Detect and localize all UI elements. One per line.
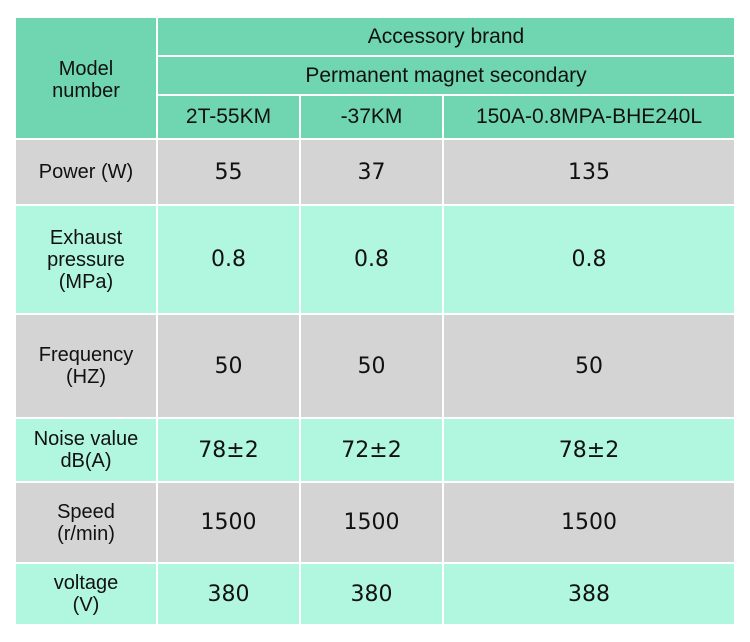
value-text: 0.8 (211, 247, 246, 272)
row-label: Exhaust pressure (MPa) (15, 205, 157, 314)
row-label-text: voltage (53, 572, 119, 594)
value-cell: 1500 (300, 482, 443, 563)
value-cell: 135 (443, 139, 735, 205)
value-cell: 0.8 (157, 205, 300, 314)
row-label-text: pressure (47, 248, 125, 271)
value-text: 50 (214, 353, 243, 379)
value-cell: 0.8 (443, 205, 735, 314)
value-cell: 1500 (157, 482, 300, 563)
value-text: 78±2 (558, 437, 620, 463)
value-text: 380 (350, 581, 393, 607)
row-label-text: (HZ) (66, 366, 106, 388)
value-text: 0.8 (354, 247, 389, 272)
value-text: 50 (357, 353, 386, 379)
value-cell: 1500 (443, 482, 735, 563)
model-name: 2T-55KM (157, 95, 300, 139)
value-cell: 72±2 (300, 418, 443, 482)
header-text: Accessory brand (367, 24, 525, 48)
model-name: -37KM (300, 95, 443, 139)
value-cell: 78±2 (157, 418, 300, 482)
value-text: 135 (568, 159, 610, 185)
value-text: 78±2 (198, 437, 259, 463)
row-label-text: Power (W) (38, 161, 134, 183)
row-label-text: Noise value (33, 428, 139, 450)
row-label-text: (r/min) (57, 522, 115, 545)
row-label-text: Speed (57, 500, 115, 523)
header-text: 150A-0.8MPA-BHE240L (475, 105, 703, 128)
row-label: Power (W) (15, 139, 157, 205)
brand-header: Accessory brand (157, 17, 735, 56)
row-label: Frequency (HZ) (15, 314, 157, 418)
row-label-text: dB(A) (60, 450, 112, 472)
secondary-header: Permanent magnet secondary (157, 56, 735, 95)
value-text: 1500 (343, 510, 400, 535)
value-cell: 78±2 (443, 418, 735, 482)
header-text: 2T-55KM (185, 105, 272, 128)
value-cell: 55 (157, 139, 300, 205)
row-label-text: (MPa) (58, 270, 114, 293)
row-label-text: Exhaust (49, 226, 123, 249)
value-cell: 50 (443, 314, 735, 418)
value-cell: 0.8 (300, 205, 443, 314)
value-text: 380 (207, 581, 250, 607)
model-name: 150A-0.8MPA-BHE240L (443, 95, 735, 139)
row-label: voltage (V) (15, 563, 157, 625)
value-text: 72±2 (341, 437, 402, 463)
header-text: number (52, 80, 120, 102)
value-text: 1500 (200, 510, 257, 535)
value-cell: 388 (443, 563, 735, 625)
header-text: Permanent magnet secondary (305, 63, 587, 87)
model-header: Model number (15, 17, 157, 139)
row-label-text: (V) (72, 594, 100, 616)
row-label: Speed (r/min) (15, 482, 157, 563)
header-text: -37KM (340, 105, 403, 128)
header-text: Model (58, 58, 114, 80)
value-cell: 50 (300, 314, 443, 418)
value-text: 0.8 (571, 247, 607, 272)
value-text: 388 (568, 581, 610, 607)
row-label-text: Frequency (38, 344, 134, 366)
row-label: Noise value dB(A) (15, 418, 157, 482)
value-cell: 380 (157, 563, 300, 625)
value-cell: 50 (157, 314, 300, 418)
value-cell: 380 (300, 563, 443, 625)
value-text: 37 (357, 159, 386, 185)
value-cell: 37 (300, 139, 443, 205)
value-text: 50 (575, 353, 603, 379)
value-text: 1500 (561, 510, 617, 535)
value-text: 55 (214, 159, 243, 185)
